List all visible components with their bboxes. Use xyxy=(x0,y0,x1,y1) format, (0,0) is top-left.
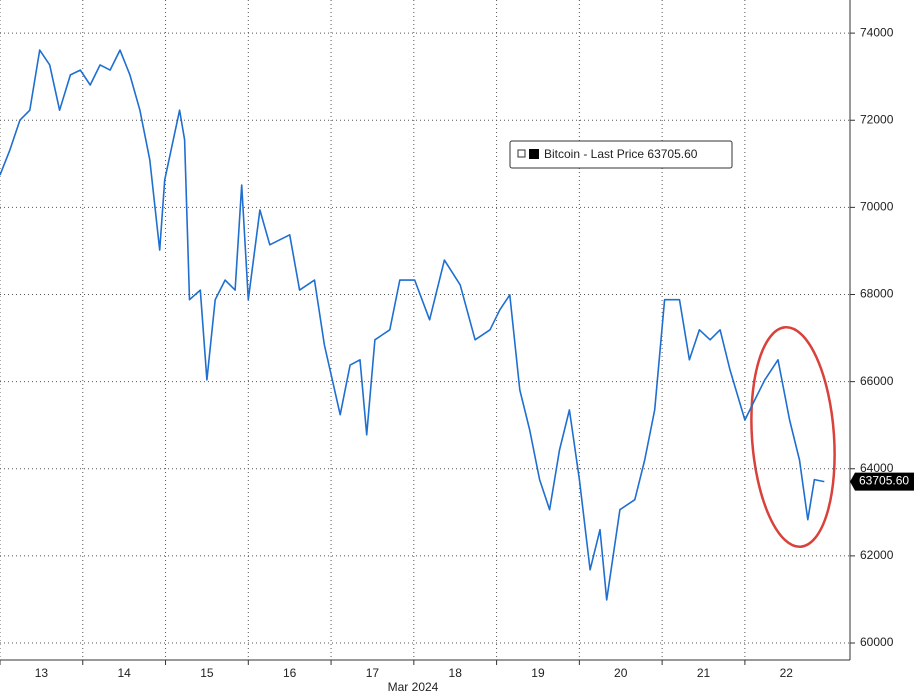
last-price-label: 63705.60 xyxy=(859,474,909,488)
highlight-ellipse xyxy=(750,325,836,549)
x-tick-label: 15 xyxy=(200,666,214,680)
legend-text: Bitcoin - Last Price 63705.60 xyxy=(544,147,698,161)
x-tick-label: 21 xyxy=(697,666,711,680)
x-tick-label: 14 xyxy=(117,666,131,680)
y-tick-label: 66000 xyxy=(860,374,894,388)
last-price-tag xyxy=(850,472,914,491)
legend: Bitcoin - Last Price 63705.60 xyxy=(509,140,733,169)
x-tick-label: 20 xyxy=(614,666,628,680)
x-tick-label: 19 xyxy=(531,666,545,680)
y-tick-label: 72000 xyxy=(860,112,894,126)
y-tick-label: 62000 xyxy=(860,548,894,562)
x-tick-label: 22 xyxy=(780,666,794,680)
y-tick-label: 64000 xyxy=(860,461,894,475)
x-tick-label: 17 xyxy=(366,666,380,680)
x-axis-label: Mar 2024 xyxy=(388,680,439,693)
x-tick-label: 13 xyxy=(35,666,49,680)
legend-box xyxy=(509,140,733,169)
x-tick-label: 18 xyxy=(449,666,463,680)
legend-last-value: 63705.60 xyxy=(647,147,697,161)
x-tick-label: 16 xyxy=(283,666,297,680)
legend-series-name: Bitcoin - Last Price xyxy=(544,147,644,161)
y-tick-label: 60000 xyxy=(860,635,894,649)
price-line xyxy=(0,49,825,601)
y-tick-label: 70000 xyxy=(860,200,894,214)
legend-icon xyxy=(517,149,526,158)
y-tick-label: 74000 xyxy=(860,25,894,39)
legend-swatch xyxy=(529,149,539,159)
y-tick-label: 68000 xyxy=(860,287,894,301)
